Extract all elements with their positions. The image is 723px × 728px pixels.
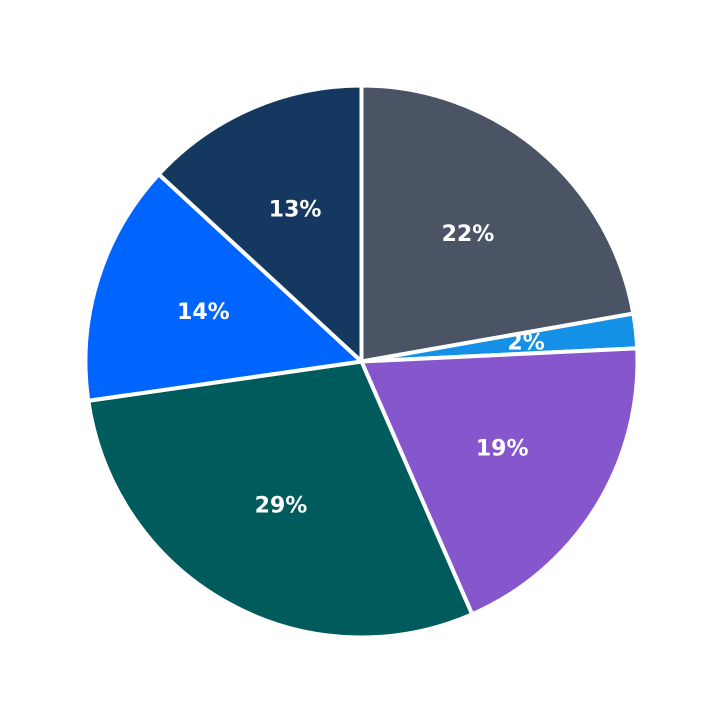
slice-label-3: 29% <box>255 494 308 519</box>
slice-label-2: 19% <box>476 436 529 461</box>
labels-layer: 22% 2% 19% 29% 14% 13% <box>177 197 545 518</box>
slice-label-0: 22% <box>442 222 495 247</box>
pie-slice-5 <box>156 83 364 364</box>
pie-slice-3 <box>86 359 475 640</box>
slice-label-4: 14% <box>177 300 230 325</box>
pie-slice-4 <box>83 172 364 403</box>
pie-slice-2 <box>359 346 640 617</box>
pie-slice-0 <box>359 83 636 364</box>
slices-layer <box>83 83 640 640</box>
slice-label-5: 13% <box>269 197 322 222</box>
slice-label-1: 2% <box>507 331 544 356</box>
